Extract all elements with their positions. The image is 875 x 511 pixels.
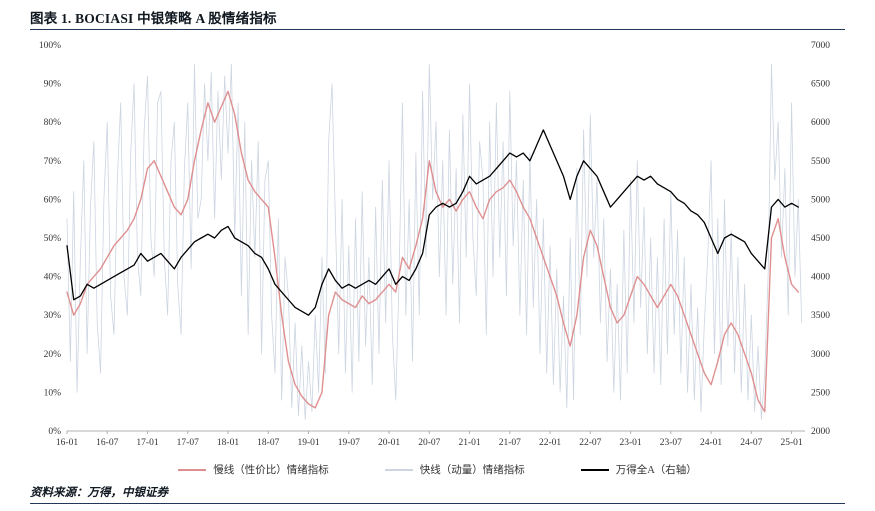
index-line-series	[66, 129, 799, 316]
legend-label-fast: 快线（动量）情绪指标	[419, 465, 525, 476]
legend-label-slow: 慢线（性价比）情绪指标	[213, 465, 329, 476]
y-axis-left-label: 60%	[44, 195, 62, 205]
y-axis-left-label: 30%	[44, 311, 62, 321]
y-axis-right-label: 2500	[811, 388, 830, 398]
legend-item-slow: 慢线（性价比）情绪指标	[178, 462, 329, 477]
y-axis-right-label: 3500	[811, 311, 830, 321]
x-axis-label: 22-07	[579, 438, 601, 448]
slow-line-series	[66, 90, 799, 413]
sentiment-chart: 16-01 16-07 17-01 17-07 18-01 18-07 19-01 19-07…	[39, 41, 830, 448]
x-axis-label: 16-01	[56, 438, 78, 448]
y-axis-right-label: 5500	[811, 157, 830, 167]
x-axis-label: 19-07	[338, 438, 360, 448]
y-axis-left-label: 10%	[44, 388, 62, 398]
x-axis-label: 23-01	[619, 438, 641, 448]
x-axis-label: 22-01	[539, 438, 561, 448]
legend-swatch-index	[580, 468, 609, 471]
legend-label-index: 万得全A（右轴）	[615, 465, 697, 476]
x-axis-label: 21-01	[458, 438, 480, 448]
footer-divider	[30, 503, 845, 504]
x-axis-label: 18-01	[217, 438, 239, 448]
x-axis-label: 23-07	[660, 438, 682, 448]
y-axis-left-label: 90%	[44, 80, 62, 90]
y-axis-right-label: 4500	[811, 234, 830, 244]
x-axis-label: 17-01	[136, 438, 158, 448]
x-axis-label: 16-07	[96, 438, 118, 448]
x-axis-label: 17-07	[177, 438, 199, 448]
y-axis-left-label: 50%	[44, 234, 62, 244]
legend-item-fast: 快线（动量）情绪指标	[384, 462, 525, 477]
x-axis-label: 24-01	[700, 438, 722, 448]
title-divider	[30, 29, 845, 30]
x-axis-label: 24-07	[740, 438, 762, 448]
legend-swatch-slow	[178, 468, 207, 471]
y-axis-left-label: 40%	[44, 273, 62, 283]
fast-line-series	[66, 63, 803, 420]
y-axis-right-label: 3000	[811, 350, 830, 360]
y-axis-right-label: 5000	[811, 195, 830, 205]
y-axis-right-label: 4000	[811, 273, 830, 283]
x-axis-label: 25-01	[780, 438, 802, 448]
y-axis-left-label: 20%	[44, 350, 62, 360]
y-axis-left-label: 100%	[39, 41, 61, 51]
y-axis-right-label: 2000	[811, 427, 830, 437]
y-axis-right-label: 7000	[811, 41, 830, 51]
x-axis-label: 20-07	[418, 438, 440, 448]
x-axis-label: 20-01	[378, 438, 400, 448]
x-axis-label: 21-07	[499, 438, 521, 448]
y-axis-right-label: 6000	[811, 118, 830, 128]
legend-swatch-fast	[384, 468, 413, 471]
y-axis-right-label: 6500	[811, 80, 830, 90]
legend-item-index: 万得全A（右轴）	[580, 462, 697, 477]
y-axis-left-label: 80%	[44, 118, 62, 128]
source-text: 资料来源：万得，中银证券	[30, 487, 168, 499]
y-axis-left-label: 70%	[44, 157, 62, 167]
legend: 慢线（性价比）情绪指标 快线（动量）情绪指标 万得全A（右轴）	[30, 462, 845, 477]
y-axis-left-label: 0%	[48, 427, 61, 437]
page-title: 图表 1. BOCIASI 中银策略 A 股情绪指标	[30, 11, 277, 26]
x-axis-label: 18-07	[257, 438, 279, 448]
x-axis-label: 19-01	[297, 438, 319, 448]
